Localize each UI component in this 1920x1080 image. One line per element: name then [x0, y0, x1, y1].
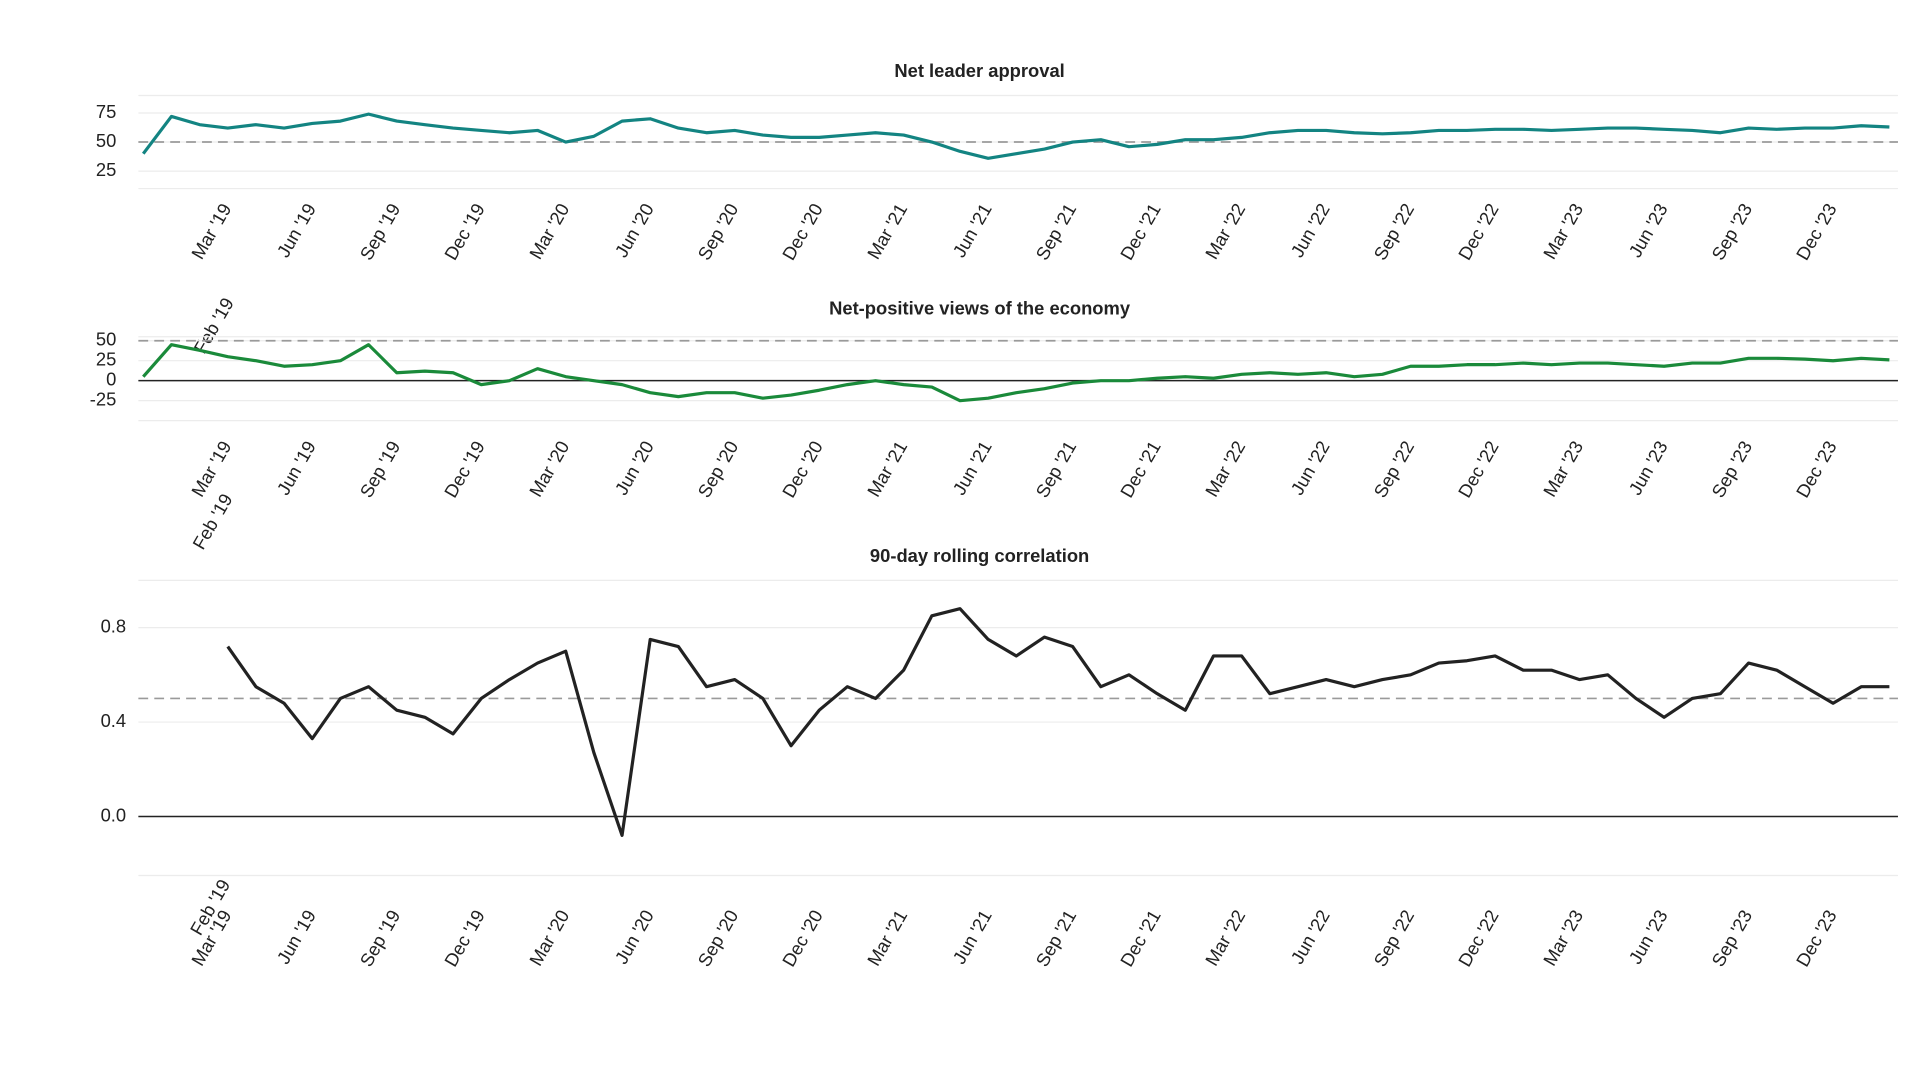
x-tick-label: Dec '21 [1116, 200, 1165, 264]
x-tick-label: Mar '20 [525, 906, 574, 969]
chart-title: Net leader approval [894, 60, 1064, 81]
x-tick-label: Sep '23 [1707, 200, 1756, 264]
x-tick-label: Mar '22 [1201, 906, 1250, 969]
x-tick-label: Jun '20 [610, 200, 658, 261]
y-tick-label: 75 [96, 101, 116, 122]
x-tick-label: Sep '21 [1031, 437, 1080, 501]
x-tick-label: Jun '23 [1624, 906, 1672, 967]
x-tick-label: Jun '20 [610, 906, 658, 967]
x-tick-label: Mar '19 [187, 437, 236, 500]
y-tick-label: -25 [90, 388, 117, 409]
x-tick-label: Mar '23 [1539, 437, 1588, 500]
x-tick-label: Mar '22 [1201, 437, 1250, 500]
y-tick-label: 0.4 [101, 710, 127, 731]
y-tick-label: 25 [96, 349, 116, 370]
x-tick-label: Dec '22 [1454, 437, 1503, 501]
x-tick-label: Dec '19 [440, 906, 489, 970]
x-tick-label: Mar '21 [863, 906, 912, 969]
x-tick-label: Mar '22 [1201, 200, 1250, 263]
x-tick-label: Jun '22 [1286, 200, 1334, 261]
x-tick-label: Sep '19 [355, 437, 404, 501]
x-tick-label: Sep '19 [355, 200, 404, 264]
x-tick-label: Dec '21 [1116, 437, 1165, 501]
x-tick-label: Mar '23 [1539, 906, 1588, 969]
x-tick-label: Dec '19 [440, 437, 489, 501]
data-line [141, 112, 1890, 160]
x-tick-label: Jun '21 [948, 200, 996, 261]
y-tick-label: 0.0 [101, 804, 127, 825]
x-tick-label: Sep '20 [693, 437, 742, 501]
x-tick-label: Sep '22 [1369, 200, 1418, 264]
x-tick-label: Dec '22 [1454, 906, 1503, 970]
x-tick-label: Dec '20 [778, 437, 827, 501]
x-tick-label: Jun '21 [948, 437, 996, 498]
chart-title: Net-positive views of the economy [829, 298, 1131, 319]
y-tick-label: 0.8 [101, 615, 127, 636]
y-tick-label: 50 [96, 329, 116, 350]
x-tick-label: Sep '22 [1369, 906, 1418, 970]
x-tick-label: Feb '19 [188, 490, 237, 553]
x-tick-label: Sep '19 [355, 906, 404, 970]
x-tick-label: Jun '19 [272, 200, 320, 261]
x-tick-label: Sep '21 [1031, 906, 1080, 970]
x-tick-label: Dec '21 [1116, 906, 1165, 970]
x-tick-label: Mar '23 [1539, 200, 1588, 263]
x-tick-label: Jun '19 [272, 437, 320, 498]
x-tick-label: Jun '21 [948, 906, 996, 967]
x-tick-label: Dec '22 [1454, 200, 1503, 264]
x-tick-label: Mar '21 [863, 200, 912, 263]
x-tick-label: Sep '23 [1707, 437, 1756, 501]
x-tick-label: Sep '22 [1369, 437, 1418, 501]
x-tick-label: Jun '22 [1286, 437, 1334, 498]
data-line [226, 607, 1890, 837]
x-tick-label: Mar '21 [863, 437, 912, 500]
chart-title: 90-day rolling correlation [870, 545, 1089, 566]
y-tick-label: 50 [96, 130, 116, 151]
x-tick-label: Dec '23 [1792, 437, 1841, 501]
y-tick-label: 25 [96, 159, 116, 180]
x-tick-label: Jun '19 [272, 906, 320, 967]
x-tick-label: Dec '23 [1792, 906, 1841, 970]
data-line [142, 343, 1890, 403]
x-tick-label: Mar '19 [187, 200, 236, 263]
x-tick-label: Feb '19 [189, 294, 238, 357]
x-tick-label: Jun '22 [1286, 906, 1334, 967]
x-tick-label: Jun '23 [1624, 200, 1672, 261]
x-tick-label: Dec '23 [1792, 200, 1841, 264]
x-tick-label: Sep '21 [1031, 200, 1080, 264]
x-tick-label: Mar '20 [525, 437, 574, 500]
x-tick-label: Jun '20 [610, 437, 658, 498]
x-tick-label: Sep '20 [693, 200, 742, 264]
x-tick-label: Sep '23 [1707, 906, 1756, 970]
x-tick-label: Mar '20 [525, 200, 574, 263]
x-tick-label: Jun '23 [1624, 437, 1672, 498]
y-tick-label: 0 [106, 369, 116, 390]
x-tick-label: Dec '20 [778, 200, 827, 264]
x-tick-label: Dec '19 [440, 200, 489, 264]
x-tick-label: Dec '20 [778, 906, 827, 970]
x-tick-label: Sep '20 [693, 906, 742, 970]
